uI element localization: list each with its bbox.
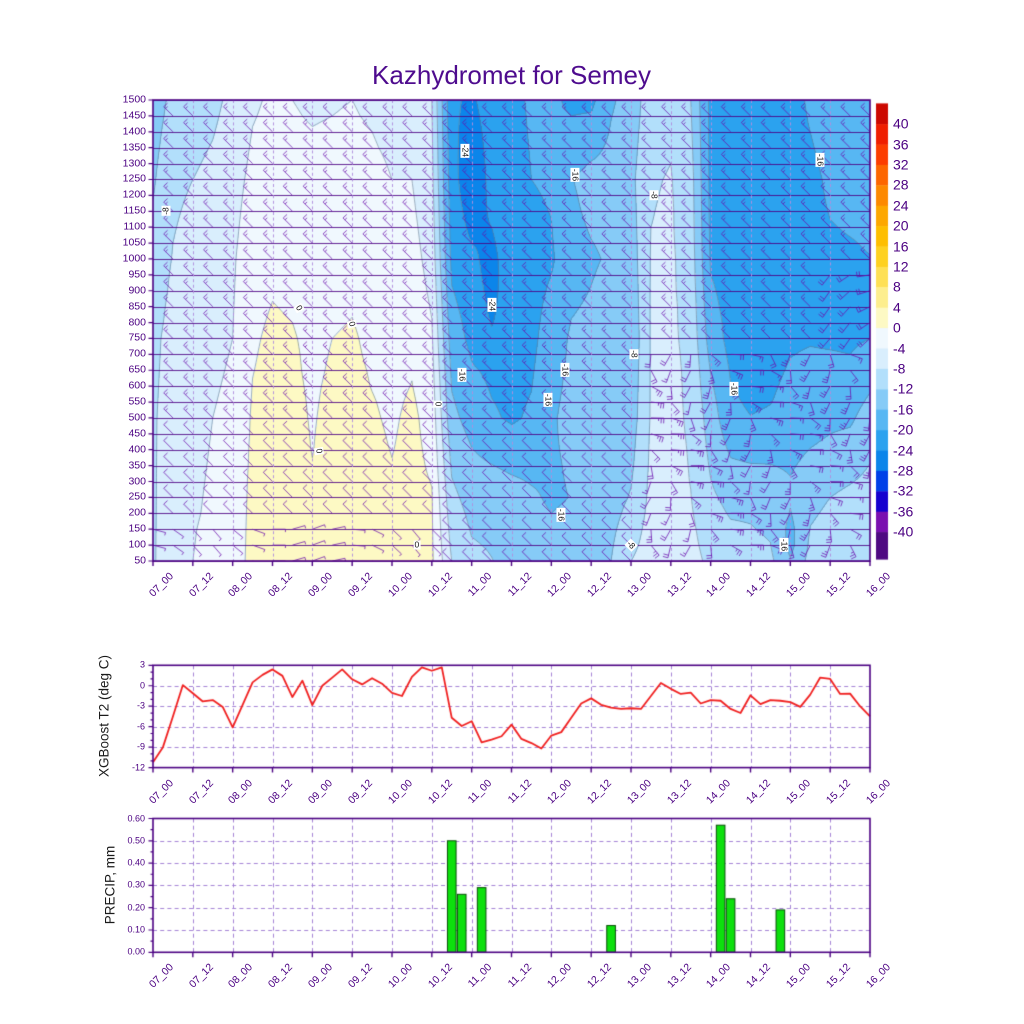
contour-ytick-1050: 1050 <box>122 236 146 249</box>
contour-label--16-11: -16 <box>556 507 567 523</box>
contour-label--16-3: -16 <box>570 167 581 182</box>
colorbar-tick--32: -32 <box>893 483 914 500</box>
contour-ytick-1150: 1150 <box>123 204 146 217</box>
contour-ytick-1000: 1000 <box>122 252 146 265</box>
contour-label--16-10: -16 <box>729 382 740 397</box>
contour-ytick-400: 400 <box>128 443 146 456</box>
contour-ytick-850: 850 <box>128 299 146 312</box>
precip-ytick-0.30: 0.30 <box>127 879 145 890</box>
contour-ytick-950: 950 <box>128 268 146 281</box>
contour-ytick-650: 650 <box>128 363 146 376</box>
precip-ytick-0.60: 0.60 <box>127 813 145 823</box>
precip-ytick-0.00: 0.00 <box>127 946 145 957</box>
colorbar-tick--24: -24 <box>893 442 914 459</box>
contour-ytick-500: 500 <box>128 411 146 424</box>
contour-ytick-50: 50 <box>134 554 146 567</box>
contour-label--16-5: -16 <box>815 153 826 168</box>
contour-label-0-16: 0 <box>433 400 444 407</box>
contour-ytick-350: 350 <box>128 458 146 471</box>
contour-ytick-800: 800 <box>128 315 146 328</box>
precip-ytick-0.50: 0.50 <box>127 835 145 846</box>
contour-ytick-1100: 1100 <box>123 220 146 233</box>
contour-ytick-1500: 1500 <box>122 93 146 106</box>
contour-ytick-550: 550 <box>128 395 146 408</box>
contour-label--16-8: -16 <box>543 393 554 408</box>
colorbar-tick-12: 12 <box>893 258 909 275</box>
contour-label--16-7: -16 <box>560 363 571 378</box>
contour-label--24-2: -24 <box>487 297 498 313</box>
colorbar-tick-24: 24 <box>893 197 909 214</box>
contour-label--8-4: -8 <box>649 190 660 201</box>
contour-ytick-300: 300 <box>128 474 146 487</box>
contour-label--16-6: -16 <box>457 367 468 383</box>
t2-axis-title: XGBoost T2 (deg C) <box>96 655 112 778</box>
precip-axis-title: PRECIP, mm <box>102 846 118 925</box>
colorbar-tick--12: -12 <box>893 381 914 398</box>
contour-ytick-1200: 1200 <box>122 188 146 201</box>
colorbar-tick--20: -20 <box>893 421 914 438</box>
colorbar-tick--4: -4 <box>893 340 906 357</box>
colorbar-tick-32: 32 <box>893 156 909 173</box>
chart-title: Kazhydromet for Semey <box>372 60 651 90</box>
colorbar-tick-0: 0 <box>893 319 901 336</box>
contour-ytick-750: 750 <box>128 331 146 344</box>
contour-ytick-900: 900 <box>128 284 146 297</box>
contour-label--8-0: -8 <box>160 206 171 217</box>
colorbar-tick--16: -16 <box>893 401 914 418</box>
contour-ytick-1400: 1400 <box>122 125 146 138</box>
contour-label--24-1: -24 <box>460 143 471 159</box>
contour-ytick-700: 700 <box>128 347 146 360</box>
contour-ytick-150: 150 <box>128 522 146 535</box>
contour-ytick-1350: 1350 <box>122 141 146 154</box>
contour-ytick-100: 100 <box>128 538 146 551</box>
contour-ytick-600: 600 <box>128 379 146 392</box>
contour-ytick-450: 450 <box>128 427 146 440</box>
t2-ytick--12: -12 <box>131 762 145 773</box>
colorbar-tick-36: 36 <box>893 136 909 153</box>
precip-ytick-0.10: 0.10 <box>127 924 145 935</box>
contour-ytick-1450: 1450 <box>122 109 146 122</box>
colorbar-tick-4: 4 <box>893 299 901 316</box>
colorbar-tick-40: 40 <box>893 115 909 132</box>
colorbar-tick--28: -28 <box>893 462 914 479</box>
colorbar-tick-20: 20 <box>893 217 909 234</box>
colorbar-tick-28: 28 <box>893 177 909 194</box>
colorbar-tick--36: -36 <box>893 503 914 520</box>
precip-ytick-0.20: 0.20 <box>127 902 145 913</box>
t2-ytick--6: -6 <box>136 721 145 732</box>
t2-ytick--9: -9 <box>136 741 145 752</box>
colorbar-tick--40: -40 <box>893 523 914 540</box>
colorbar-tick--8: -8 <box>893 360 906 377</box>
contour-ytick-200: 200 <box>128 506 146 519</box>
t2-ytick-3: 3 <box>139 659 145 670</box>
contour-ytick-1300: 1300 <box>122 156 146 169</box>
contour-label--8-9: -8 <box>629 349 640 360</box>
contour-label--16-13: -16 <box>779 537 790 553</box>
contour-ytick-250: 250 <box>128 490 146 503</box>
t2-ytick--3: -3 <box>136 700 145 711</box>
t2-ytick-0: 0 <box>139 680 145 691</box>
contour-ytick-1250: 1250 <box>122 172 146 185</box>
contour-label-0-18: 0 <box>413 539 421 550</box>
colorbar-tick-16: 16 <box>893 238 909 255</box>
colorbar-tick-8: 8 <box>893 279 901 296</box>
precip-ytick-0.40: 0.40 <box>127 857 145 868</box>
